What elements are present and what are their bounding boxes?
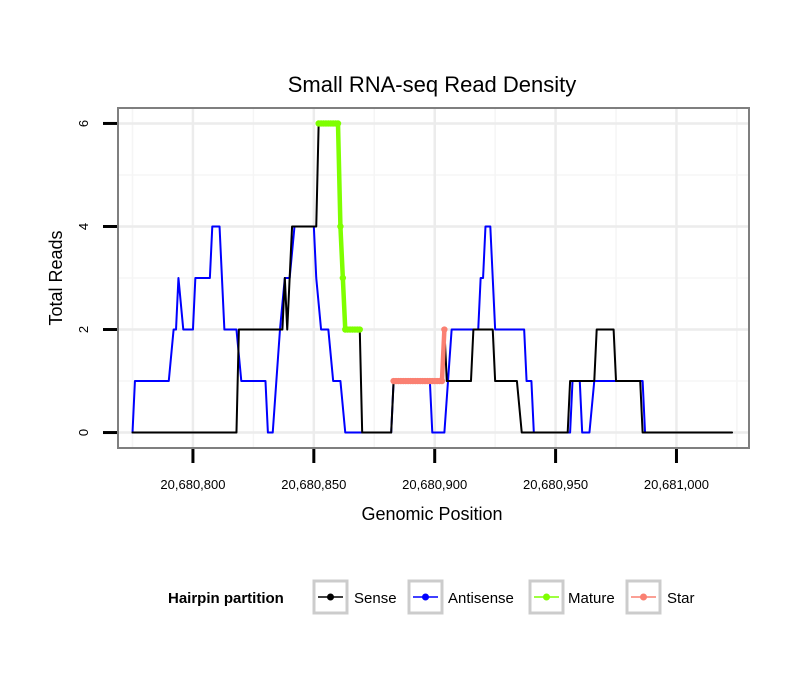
chart-title: Small RNA-seq Read Density [288,72,577,97]
series-line-sense [131,122,734,434]
legend-key-point [422,593,429,601]
data-point-mature [334,120,342,127]
x-tick-label: 20,680,900 [402,477,467,492]
x-tick-label: 20,681,000 [644,477,709,492]
legend-label: Antisense [448,590,514,607]
legend-label: Mature [568,590,615,607]
y-tick-label: 6 [76,120,91,127]
y-tick-label: 4 [76,223,91,230]
x-tick-label: 20,680,850 [281,477,346,492]
series-line-antisense [131,225,678,434]
data-point-mature [339,274,347,282]
x-tick-label: 20,680,950 [523,477,588,492]
series-layer [131,120,734,434]
data-point-mature [356,326,363,333]
legend-item-mature: Mature [528,579,615,615]
data-point-mature [337,223,344,230]
legend-key-point [640,593,647,601]
legend-title: Hairpin partition [168,590,284,607]
legend-item-sense: Sense [312,579,397,615]
y-tick-label: 0 [76,429,91,436]
y-axis: 0 2 4 6 [76,120,117,436]
legend-label: Star [667,590,695,607]
y-axis-label: Total Reads [46,230,66,325]
legend-items: Sense Antisense Mature Star [312,579,695,615]
x-tick-label: 20,680,800 [160,477,225,492]
legend-item-star: Star [625,579,695,615]
legend-label: Sense [354,590,397,607]
data-point-star [438,377,446,385]
y-tick-label: 2 [76,326,91,333]
legend-item-antisense: Antisense [407,579,514,615]
plot-border [117,107,750,449]
legend-key-point [327,593,334,601]
x-axis: 20,680,800 20,680,850 20,680,900 20,680,950… [160,449,709,492]
x-axis-label: Genomic Position [361,504,502,524]
legend-key-point [543,593,550,601]
legend: Hairpin partition Sense Antisense Mature St… [168,579,695,615]
data-point-star [441,326,448,333]
